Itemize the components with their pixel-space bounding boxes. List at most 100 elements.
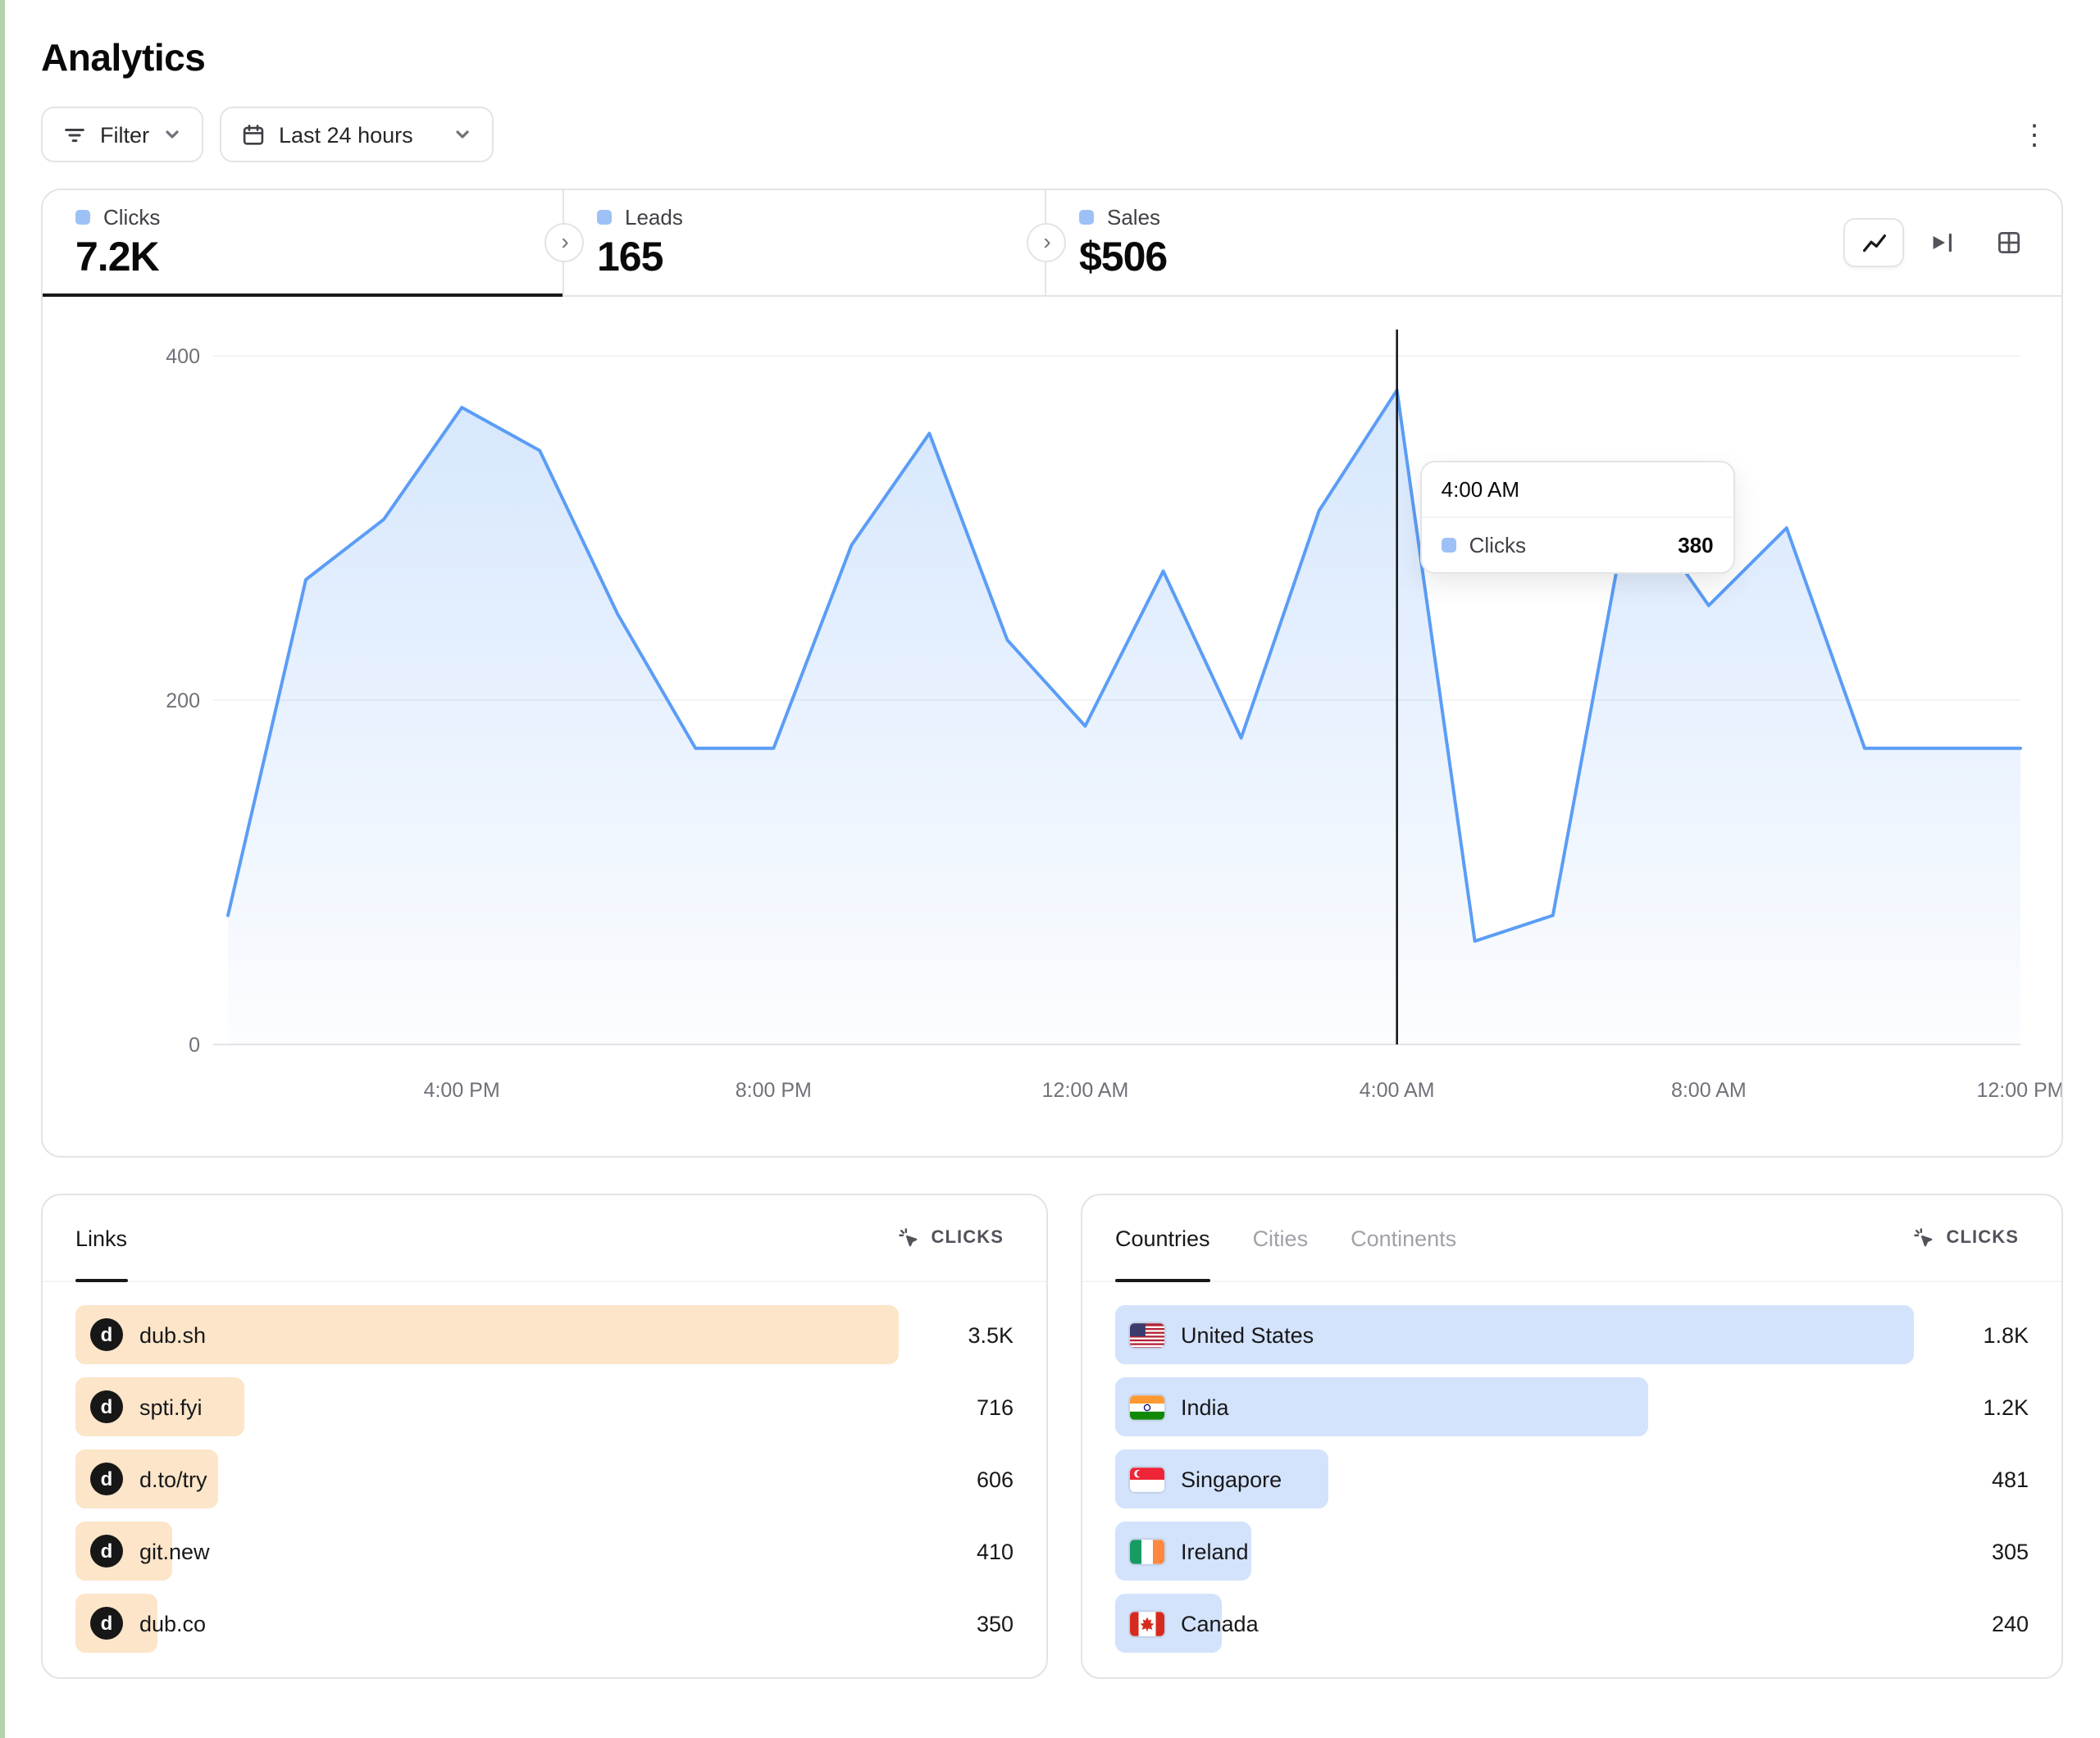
ie-flag-icon <box>1130 1539 1164 1563</box>
tooltip-time: 4:00 AM <box>1421 462 1733 518</box>
toolbar: Filter Last 24 hours ⋮ <box>41 107 2062 162</box>
bar-track: Singapore <box>1115 1449 1914 1508</box>
tab-links[interactable]: Links <box>75 1195 127 1282</box>
list-item[interactable]: d d.to/try 606 <box>75 1449 1014 1508</box>
stat-label: Clicks <box>103 204 161 229</box>
breakdown-panels: Links CLICKS d dub.sh 3.5K d spti.fyi 716 d d.t… <box>41 1194 2063 1679</box>
list-item[interactable]: d git.new 410 <box>75 1522 1014 1581</box>
ca-flag-icon <box>1130 1611 1164 1636</box>
dub-logo-icon: d <box>90 1463 123 1495</box>
bar-track: Canada <box>1115 1594 1914 1653</box>
list-item[interactable]: Singapore 481 <box>1115 1449 2029 1508</box>
item-label: Canada <box>1181 1611 1259 1636</box>
stat-label: Sales <box>1107 204 1161 229</box>
item-value: 1.2K <box>1983 1394 2029 1419</box>
filter-label: Filter <box>100 122 149 147</box>
svg-text:4:00 PM: 4:00 PM <box>424 1079 500 1102</box>
analytics-page: Analytics Filter Last 24 hours ⋮ Clicks … <box>41 36 2063 1679</box>
metric-label: CLICKS <box>931 1228 1004 1248</box>
item-value: 606 <box>976 1467 1014 1491</box>
left-edge-accent <box>0 0 5 1738</box>
chevron-right-icon: › <box>561 228 569 254</box>
calendar-icon <box>243 124 264 144</box>
stat-value: 7.2K <box>75 234 160 280</box>
chevron-right-icon: › <box>1043 228 1051 254</box>
list-item[interactable]: India 1.2K <box>1115 1377 2029 1436</box>
chevron-down-icon <box>166 130 179 139</box>
item-label: Ireland <box>1181 1539 1249 1563</box>
list-item[interactable]: d dub.co 350 <box>75 1594 1014 1653</box>
expand-sales-button[interactable]: › <box>1027 223 1066 262</box>
stat-tab-clicks[interactable]: Clicks 7.2K <box>43 190 564 297</box>
area-chart-svg: 400 200 0 4:00 PM 8:00 PM 12:00 AM 4:00 AM 8:00… <box>166 330 2061 1102</box>
table-icon <box>1998 232 2020 254</box>
clicks-indicator-icon <box>75 209 90 224</box>
bar-track: India <box>1115 1377 1914 1436</box>
tab-cities[interactable]: Cities <box>1253 1195 1309 1281</box>
value-bar <box>1115 1377 1648 1436</box>
item-value: 305 <box>1991 1539 2029 1563</box>
stat-value: $506 <box>1079 234 1168 280</box>
list-item[interactable]: United States 1.8K <box>1115 1305 2029 1364</box>
item-value: 481 <box>1991 1467 2029 1491</box>
funnel-view-button[interactable] <box>1911 218 1971 267</box>
item-label: dub.co <box>139 1611 207 1636</box>
svg-text:0: 0 <box>189 1034 200 1057</box>
svg-text:200: 200 <box>166 689 200 712</box>
links-list: d dub.sh 3.5K d spti.fyi 716 d d.to/try 606 d git.… <box>43 1282 1046 1679</box>
list-item[interactable]: Ireland 305 <box>1115 1522 2029 1581</box>
countries-list: United States 1.8K India 1.2K Singapore 481 Ir… <box>1082 1282 2061 1679</box>
countries-panel: Countries Cities Continents CLICKS Unite… <box>1081 1194 2063 1679</box>
tab-countries[interactable]: Countries <box>1115 1195 1210 1282</box>
tooltip-value: 380 <box>1678 533 1714 557</box>
view-toggle-group <box>1843 190 2061 295</box>
links-panel-header: Links CLICKS <box>43 1195 1046 1282</box>
funnel-icon <box>1932 233 1951 253</box>
links-metric-selector[interactable]: CLICKS <box>887 1225 1014 1251</box>
more-menu-button[interactable]: ⋮ <box>2007 107 2062 162</box>
countries-metric-selector[interactable]: CLICKS <box>1902 1225 2029 1251</box>
list-item[interactable]: d dub.sh 3.5K <box>75 1305 1014 1364</box>
svg-text:8:00 AM: 8:00 AM <box>1671 1079 1747 1102</box>
date-range-label: Last 24 hours <box>279 122 413 147</box>
clicks-area-chart[interactable]: 400 200 0 4:00 PM 8:00 PM 12:00 AM 4:00 AM 8:00… <box>43 297 2061 1156</box>
leads-indicator-icon <box>597 209 612 224</box>
item-label: spti.fyi <box>139 1394 203 1419</box>
dub-logo-icon: d <box>90 1535 123 1567</box>
stat-tab-sales[interactable]: Sales $506 <box>1046 190 1538 295</box>
svg-text:12:00 AM: 12:00 AM <box>1042 1079 1129 1102</box>
stats-tabs: Clicks 7.2K Leads 165 Sales $506 <box>43 190 2061 297</box>
table-view-button[interactable] <box>1978 218 2039 267</box>
item-label: India <box>1181 1394 1229 1419</box>
list-item[interactable]: d spti.fyi 716 <box>75 1377 1014 1436</box>
links-panel: Links CLICKS d dub.sh 3.5K d spti.fyi 716 d d.t… <box>41 1194 1048 1679</box>
tab-continents[interactable]: Continents <box>1351 1195 1456 1281</box>
dub-logo-icon: d <box>90 1607 123 1640</box>
bar-track: Ireland <box>1115 1522 1914 1581</box>
value-bar <box>1115 1305 1914 1364</box>
bar-track: d dub.sh <box>75 1305 899 1364</box>
expand-leads-button[interactable]: › <box>544 223 584 262</box>
chart-tooltip: 4:00 AM Clicks 380 <box>1419 461 1735 574</box>
metric-label: CLICKS <box>1946 1228 2019 1248</box>
item-value: 716 <box>976 1394 1014 1419</box>
list-item[interactable]: Canada 240 <box>1115 1594 2029 1653</box>
item-label: git.new <box>139 1539 210 1563</box>
date-range-button[interactable]: Last 24 hours <box>220 107 494 162</box>
filter-button[interactable]: Filter <box>41 107 203 162</box>
in-flag-icon <box>1130 1394 1164 1419</box>
filter-icon <box>65 127 84 142</box>
svg-text:4:00 AM: 4:00 AM <box>1360 1079 1435 1102</box>
stat-value: 165 <box>597 234 663 280</box>
item-label: United States <box>1181 1322 1314 1347</box>
item-label: d.to/try <box>139 1467 207 1491</box>
chevron-down-icon <box>456 130 469 139</box>
item-value: 240 <box>1991 1611 2029 1636</box>
bar-track: United States <box>1115 1305 1914 1364</box>
chart-view-button[interactable] <box>1843 218 1904 267</box>
cursor-click-icon <box>1913 1228 1932 1247</box>
page-title: Analytics <box>41 36 206 79</box>
stat-tab-leads[interactable]: Leads 165 <box>564 190 1046 295</box>
us-flag-icon <box>1130 1322 1164 1347</box>
analytics-card: Clicks 7.2K Leads 165 Sales $506 <box>41 189 2063 1158</box>
